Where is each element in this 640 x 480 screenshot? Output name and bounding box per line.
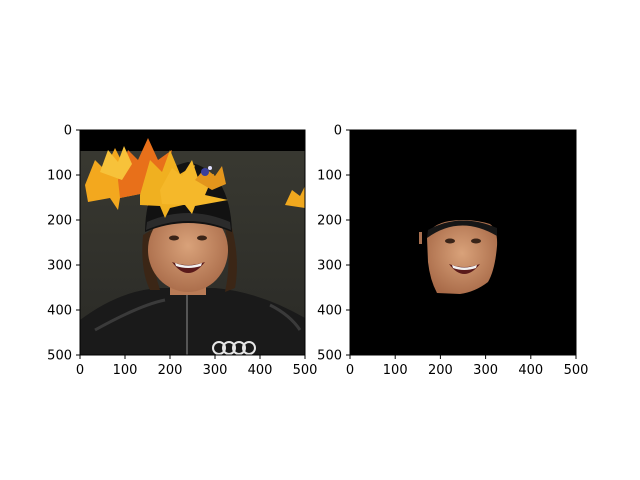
right-x-tick-label: 0 xyxy=(346,363,354,378)
right-axis-ticks: 0 100 200 300 400 500 0 100 200 300 400 500 xyxy=(317,124,588,379)
left-y-tick-label: 300 xyxy=(47,259,72,274)
masked-teeth xyxy=(452,265,477,270)
masked-right-eye xyxy=(471,238,481,244)
teeth xyxy=(175,263,202,268)
top-black-band xyxy=(80,130,305,151)
left-y-tick-label: 400 xyxy=(47,304,72,319)
left-y-tick-label: 100 xyxy=(47,169,72,184)
right-x-tick-label: 100 xyxy=(383,363,408,378)
rings-logo xyxy=(212,341,256,355)
left-axis-ticks: 0 100 200 300 400 500 0 100 200 300 400 500 xyxy=(47,124,317,379)
right-eye xyxy=(197,235,207,241)
left-y-tick-label: 0 xyxy=(64,124,72,139)
face xyxy=(148,208,228,292)
left-x-tick-label: 500 xyxy=(293,363,318,378)
right-axes-frame xyxy=(349,129,577,356)
right-y-tick-label: 500 xyxy=(317,349,342,364)
masked-face xyxy=(427,220,498,294)
maple-leaves xyxy=(85,138,305,218)
left-eye xyxy=(169,235,179,241)
masked-cap-edge xyxy=(427,220,497,238)
left-x-tick-label: 0 xyxy=(76,363,84,378)
masked-left-eye xyxy=(445,238,455,244)
left-y-tick-label: 200 xyxy=(47,214,72,229)
jacket xyxy=(80,288,305,355)
masked-fragment xyxy=(419,232,422,244)
right-x-tick-label: 500 xyxy=(564,363,589,378)
left-y-tick-label: 500 xyxy=(47,349,72,364)
right-x-tick-label: 200 xyxy=(428,363,453,378)
right-y-tick-label: 200 xyxy=(317,214,342,229)
jacket-highlight xyxy=(94,298,302,332)
right-image-panel xyxy=(350,130,576,355)
right-x-tick-label: 300 xyxy=(473,363,498,378)
left-x-tick-label: 200 xyxy=(158,363,183,378)
left-x-tick-label: 400 xyxy=(248,363,273,378)
right-x-tick-label: 400 xyxy=(518,363,543,378)
left-axes-frame xyxy=(79,129,306,356)
right-y-tick-label: 300 xyxy=(317,259,342,274)
left-image-panel xyxy=(80,130,305,355)
left-x-tick-label: 100 xyxy=(113,363,138,378)
right-y-tick-label: 100 xyxy=(317,169,342,184)
cap-band xyxy=(146,213,231,230)
right-y-tick-label: 400 xyxy=(317,304,342,319)
left-x-tick-label: 300 xyxy=(203,363,228,378)
right-y-tick-label: 0 xyxy=(334,124,342,139)
